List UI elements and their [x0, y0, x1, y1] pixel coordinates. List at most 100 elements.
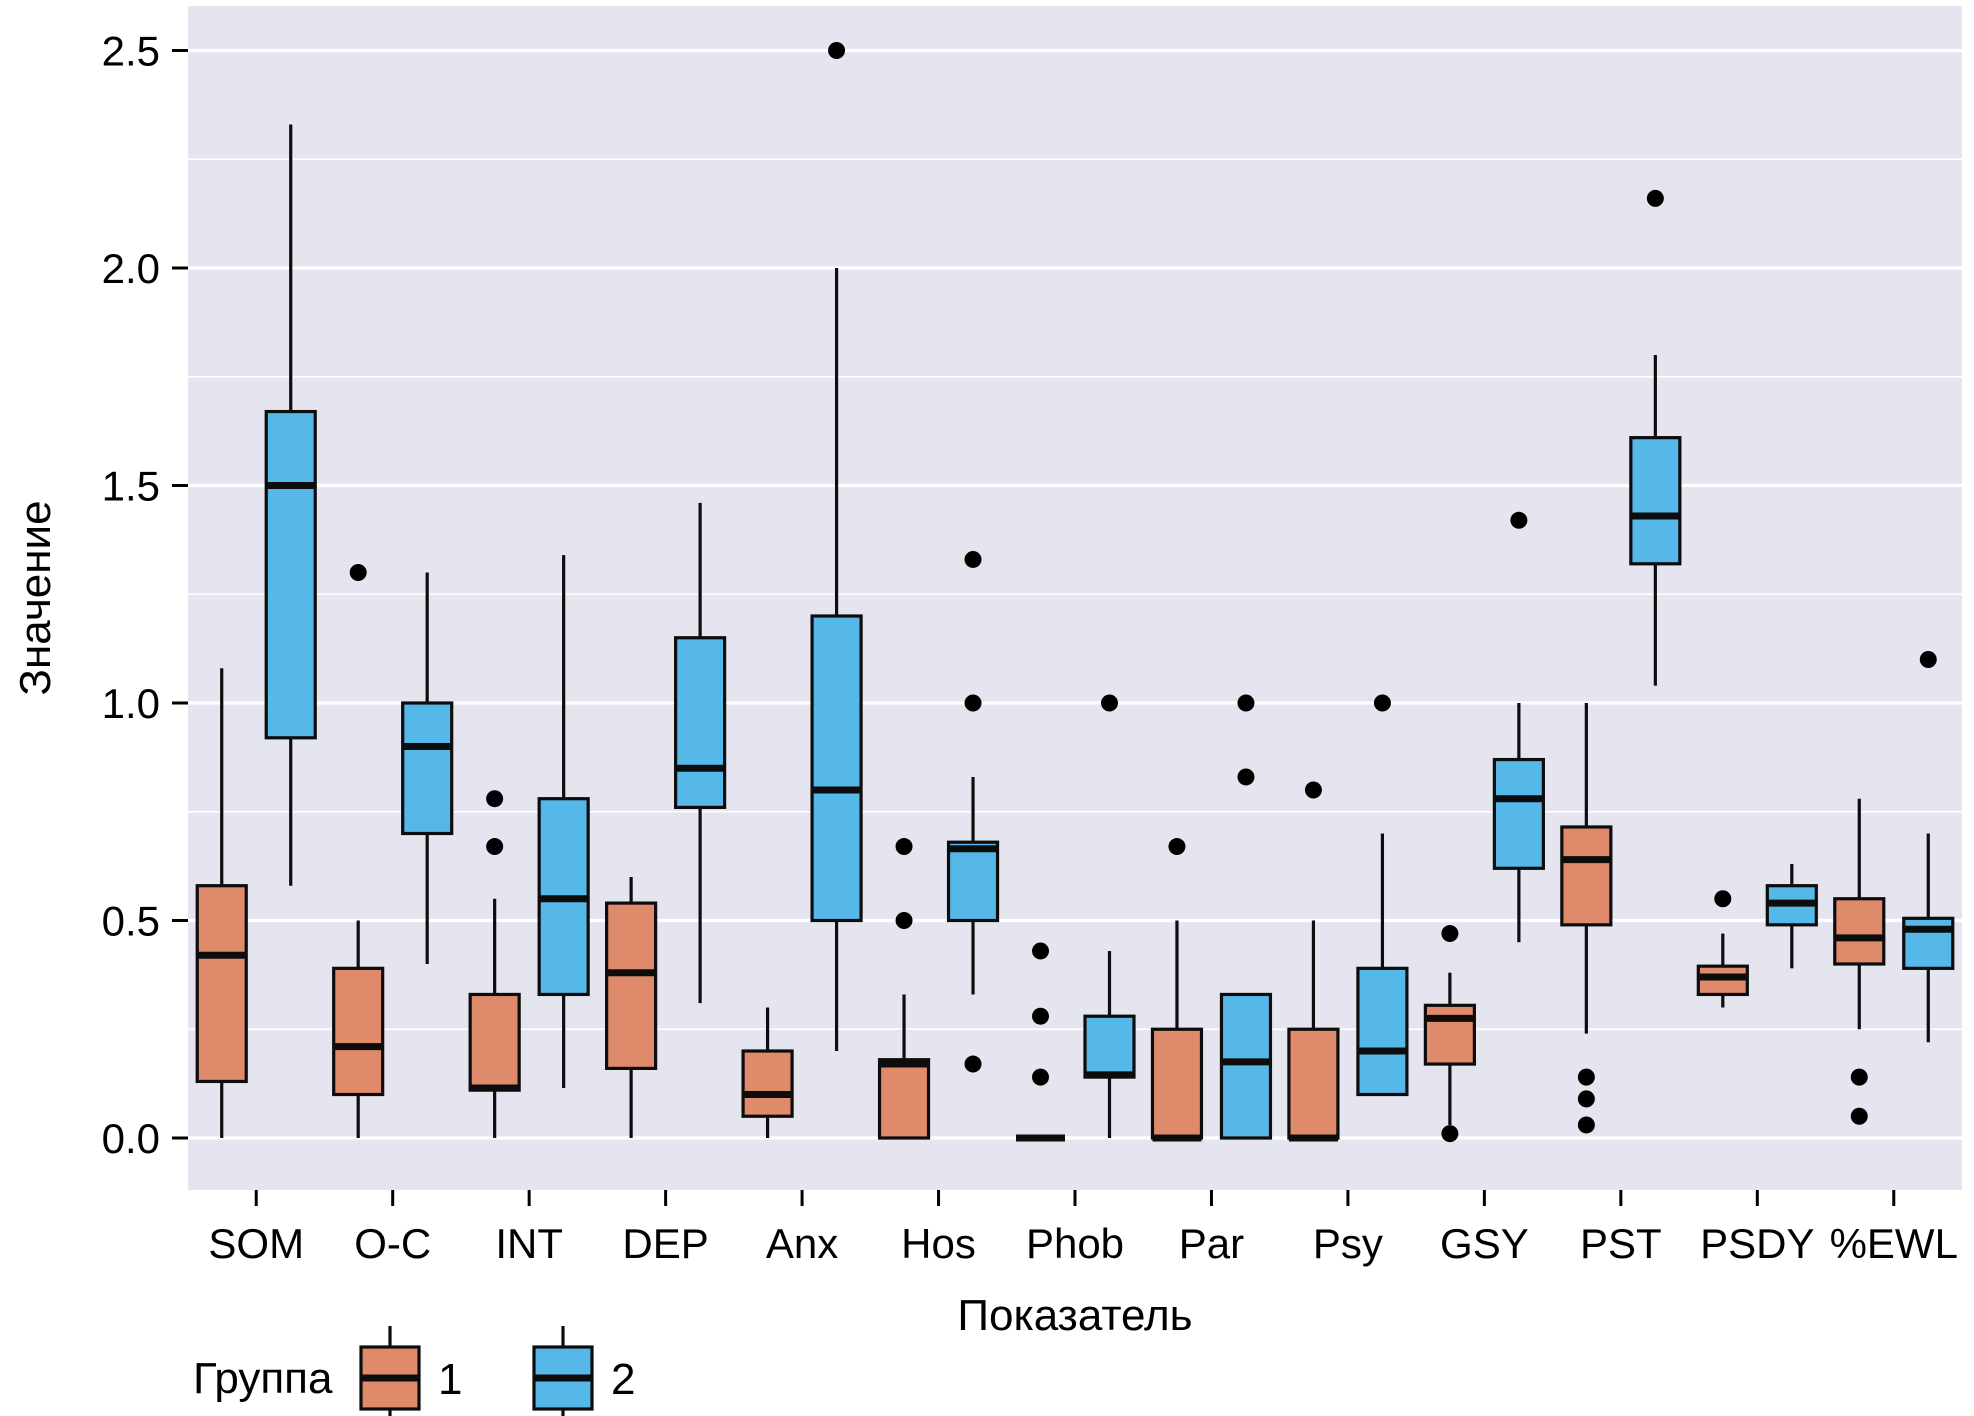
- box-group-GSY-g1: [1423, 925, 1476, 1143]
- legend-entry-label: 2: [611, 1355, 635, 1404]
- boxes-layer: [195, 42, 1955, 1143]
- y-tick-label: 1.0: [102, 680, 160, 727]
- y-axis-title: Значение: [11, 500, 60, 695]
- box-group-INT-g2: [537, 555, 590, 1088]
- box-group-GSY-g2: [1492, 511, 1545, 943]
- box: [332, 966, 385, 1097]
- outlier-dot: [895, 912, 913, 929]
- box-group-DEP-g2: [674, 502, 727, 1004]
- box-group-DEP-g1: [605, 877, 658, 1138]
- outlier-dot: [1441, 925, 1459, 943]
- y-tick-label: 0.0: [102, 1115, 160, 1162]
- box-group-Psy-g1: [1287, 781, 1340, 1142]
- box: [468, 992, 521, 1092]
- box-group-Par-g1: [1150, 838, 1204, 1142]
- outlier-dot: [1510, 511, 1528, 529]
- outlier-dot: [1850, 1107, 1868, 1125]
- box-group-O-C-g2: [401, 572, 454, 964]
- box-group-Par-g2: [1219, 694, 1273, 1140]
- box-group-Anx-g1: [741, 1007, 794, 1138]
- outlier-dot: [1373, 694, 1391, 712]
- box-group-Phob-g1: [1016, 942, 1065, 1142]
- y-tick-label: 2.5: [102, 28, 160, 75]
- box: [1150, 1027, 1204, 1140]
- legend-title: Группа: [193, 1354, 333, 1403]
- outlier-dot: [1441, 1125, 1459, 1143]
- outlier-dot: [1646, 189, 1664, 207]
- outlier-dot: [1032, 1068, 1049, 1086]
- box: [946, 840, 1000, 923]
- x-tick-label: Par: [1179, 1220, 1244, 1267]
- x-tick-label: Hos: [901, 1220, 976, 1267]
- box: [1492, 757, 1545, 870]
- y-tick-label: 0.5: [102, 898, 160, 945]
- box: [1083, 1014, 1136, 1079]
- plot-panel: [188, 6, 1962, 1190]
- box: [1560, 825, 1613, 927]
- box: [195, 884, 248, 1084]
- box: [1219, 992, 1273, 1140]
- box: [1287, 1027, 1340, 1140]
- y-tick-label: 2.0: [102, 245, 160, 292]
- outlier-dot: [349, 564, 367, 581]
- box-group-SOM-g2: [264, 124, 317, 886]
- box-group-INT-g1: [468, 790, 521, 1138]
- box: [877, 1058, 931, 1140]
- box: [1833, 897, 1886, 966]
- box: [264, 409, 317, 740]
- x-tick-label: INT: [495, 1220, 563, 1267]
- box: [1423, 1003, 1476, 1066]
- x-tick-label: Psy: [1313, 1220, 1383, 1267]
- box-group-%EWL-g1: [1833, 798, 1886, 1125]
- outlier-dot: [1032, 942, 1049, 960]
- box: [674, 636, 727, 809]
- box-group-Anx-g2: [810, 42, 863, 1051]
- box: [810, 614, 863, 923]
- box-group-SOM-g1: [195, 668, 248, 1138]
- outlier-dot: [1304, 781, 1322, 799]
- box-group-Hos-g1: [877, 838, 931, 1140]
- box-group-PST-g2: [1629, 189, 1682, 686]
- axes-layer: 0.0 0.5 1.0 1.5 2.0 2.5 SOM O-C INT DEP Anx Hos Phob…: [102, 28, 1958, 1268]
- outlier-dot: [486, 790, 504, 808]
- box-group-PSDY-g2: [1765, 863, 1818, 969]
- outlier-dot: [1714, 890, 1732, 908]
- outlier-dot: [1850, 1068, 1868, 1086]
- x-tick-label: %EWL: [1830, 1220, 1958, 1267]
- outlier-dot: [1032, 1007, 1049, 1025]
- x-axis-title: Показатель: [957, 1291, 1192, 1340]
- outlier-dot: [1577, 1116, 1595, 1134]
- box: [401, 701, 454, 836]
- legend-entry-label: 1: [438, 1355, 462, 1404]
- box: [1356, 966, 1409, 1097]
- box-group-PSDY-g1: [1696, 890, 1749, 1008]
- outlier-dot: [1237, 694, 1255, 712]
- legend-key-1: 1: [359, 1326, 462, 1416]
- outlier-dot: [964, 1055, 982, 1073]
- outlier-dot: [1577, 1068, 1595, 1086]
- x-tick-label: PSDY: [1700, 1220, 1814, 1267]
- outlier-dot: [964, 694, 982, 712]
- outlier-dot: [486, 838, 504, 856]
- y-tick-label: 1.5: [102, 463, 160, 510]
- x-tick-label: Phob: [1026, 1220, 1124, 1267]
- x-tick-label: GSY: [1440, 1220, 1529, 1267]
- legend-key-2: 2: [532, 1326, 635, 1416]
- box: [605, 901, 658, 1070]
- x-tick-label: Anx: [766, 1220, 838, 1267]
- outlier-dot: [1168, 838, 1186, 856]
- outlier-dot: [1919, 651, 1937, 668]
- box: [741, 1049, 794, 1118]
- box-group-Phob-g2: [1083, 694, 1136, 1138]
- box-group-Psy-g2: [1356, 694, 1409, 1097]
- x-tick-label: DEP: [622, 1220, 708, 1267]
- box-group-%EWL-g2: [1902, 651, 1955, 1043]
- outlier-dot: [895, 838, 913, 856]
- box-group-O-C-g1: [332, 564, 385, 1138]
- outlier-dot: [964, 550, 982, 568]
- outlier-dot: [1237, 768, 1255, 786]
